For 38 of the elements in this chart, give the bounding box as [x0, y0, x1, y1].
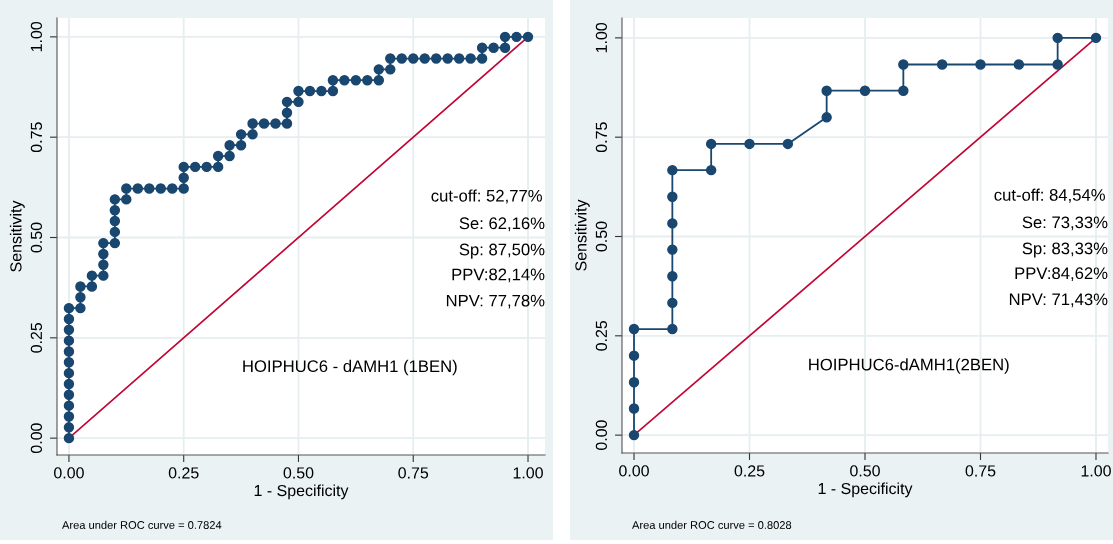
x-tick-label: 0.25: [168, 467, 199, 479]
y-tick-label: 0.25: [30, 322, 43, 353]
y-tick-label: 0.00: [595, 420, 608, 451]
y-tick-label: 0.50: [30, 222, 43, 253]
text: Area under ROC curve = 0.8028: [632, 520, 792, 529]
y-tick-label: 1.00: [595, 22, 608, 53]
annotation: HOIPHUC6-dAMH1(2BEN): [809, 358, 1009, 374]
y-axis-title: Sensitivity: [9, 200, 25, 272]
y-tick-label: 0.75: [30, 122, 43, 153]
annotation: NPV: 71,43%: [1009, 293, 1108, 308]
y-axis-title: Sensitivity: [574, 199, 590, 271]
x-tick-label: 0.50: [283, 467, 314, 479]
x-tick-label: 1.00: [1081, 465, 1111, 477]
text: Area under ROC curve = 0.7824: [62, 520, 222, 529]
x-tick-label: 0.50: [850, 465, 880, 477]
y-tick-label: 0.75: [595, 122, 608, 153]
x-axis-title: 1 - Specificity: [818, 482, 913, 498]
x-tick-label: 0.00: [54, 467, 84, 479]
annotation: PPV:82,14%: [452, 268, 545, 283]
x-axis-title: 1 - Specificity: [254, 484, 349, 500]
annotation: Se: 62,16%: [459, 217, 545, 232]
y-tick-label: 1.00: [30, 21, 43, 52]
x-tick-label: 0.25: [734, 465, 765, 477]
y-tick-label: 0.50: [595, 221, 608, 252]
y-tick-label: 0.00: [30, 423, 43, 454]
x-tick-label: 0.75: [398, 467, 429, 479]
annotation: HOIPHUC6 - dAMH1 (1BEN): [243, 359, 457, 376]
annotation: cut-off: 52,77%: [431, 189, 542, 204]
annotation: Sp: 83,33%: [1022, 242, 1108, 258]
y-tick-label: 0.25: [595, 320, 608, 351]
annotation: PPV:84,62%: [1015, 267, 1108, 282]
x-tick-label: 0.00: [619, 465, 649, 477]
annotation: NPV: 77,78%: [446, 294, 545, 309]
annotation: Se: 73,33%: [1022, 216, 1108, 231]
annotation: Sp: 87,50%: [459, 243, 545, 259]
x-tick-label: 0.75: [965, 465, 996, 477]
x-tick-label: 1.00: [513, 467, 543, 479]
annotation: cut-off: 84,54%: [994, 188, 1105, 203]
